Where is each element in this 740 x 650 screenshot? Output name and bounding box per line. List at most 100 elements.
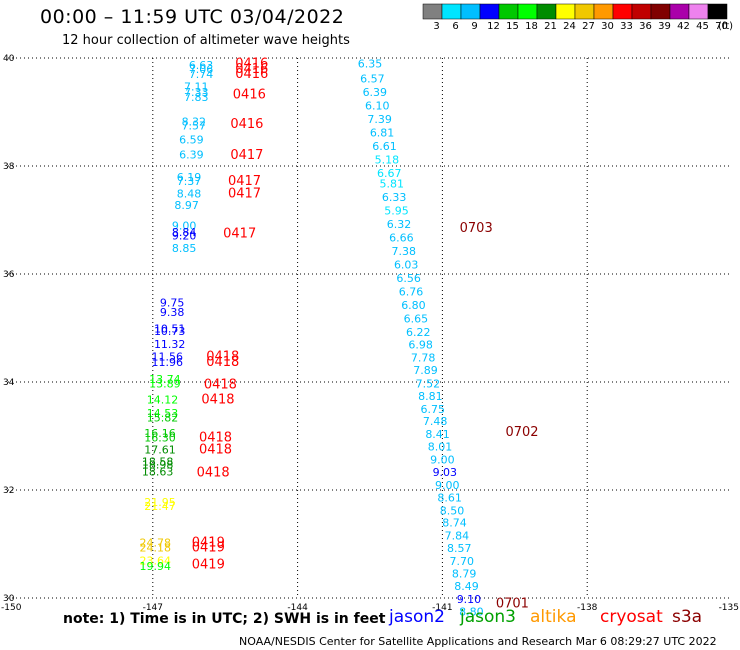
wave-height-value: 6.32	[387, 218, 412, 231]
time-label: 0416	[235, 67, 268, 82]
wave-height-value: 16.30	[144, 431, 176, 444]
colorbar-tick-label: 21	[544, 21, 557, 32]
wave-height-value: 6.39	[179, 148, 204, 161]
x-tick-label: -138	[577, 603, 598, 613]
wave-height-value: 11.96	[152, 356, 184, 369]
grid-lines	[8, 57, 732, 599]
wave-height-value: 7.48	[423, 415, 448, 428]
axis-tick-labels: -150 -147 -144 -141 -138 -135 40 38 36 34 32 30	[1, 54, 739, 613]
colorbar-tick-label: 70	[715, 21, 728, 32]
colorbar-swatch	[707, 3, 728, 20]
wave-height-value: 8.81	[418, 390, 443, 403]
wave-height-value: 10.51	[154, 322, 186, 335]
time-label: 0419	[192, 536, 225, 551]
wave-height-value: 13.74	[149, 373, 181, 386]
wave-height-value: 9.38	[160, 306, 185, 319]
satellite-legend-cryosat: cryosat	[600, 607, 663, 627]
wave-height-value: 7.78	[411, 351, 436, 364]
x-tick-label: -135	[719, 603, 739, 613]
satellite-legend-altika: altika	[530, 607, 577, 627]
colorbar-tick-label: 39	[658, 21, 671, 32]
colorbar-tick-label: 6	[452, 21, 459, 32]
wave-height-value: 9.75	[160, 296, 185, 309]
wave-height-value: 6.75	[420, 403, 445, 416]
time-label: 0418	[204, 377, 237, 392]
colorbar-swatch	[574, 3, 595, 20]
colorbar-tick-label: 45	[696, 21, 709, 32]
wave-height-value: 17.61	[144, 443, 176, 456]
wave-height-value: 5.95	[384, 205, 409, 218]
time-labels: 0416041604160416041604170417041704170418…	[192, 57, 539, 612]
wave-height-value: 23.64	[139, 555, 171, 568]
wave-height-value: 7.06	[189, 63, 214, 76]
wave-height-value: 7.52	[416, 377, 441, 390]
wave-height-value: 6.19	[177, 171, 202, 184]
colorbar-swatch	[441, 3, 462, 20]
wave-height-value: 8.84	[172, 226, 197, 239]
wave-height-value: 8.79	[452, 567, 477, 580]
time-label: 0417	[230, 148, 263, 163]
wave-height-value: 8.57	[447, 542, 472, 555]
wave-height-value: 9.10	[457, 593, 482, 606]
y-tick-label: 30	[3, 594, 15, 604]
time-label: 0418	[206, 355, 239, 370]
time-label: 0419	[192, 557, 225, 572]
wave-height-value: 6.67	[377, 167, 402, 180]
wave-height-value: 8.49	[454, 580, 479, 593]
colorbar-swatch	[498, 3, 519, 20]
wave-height-value: 24.18	[139, 542, 171, 555]
colorbar-swatch	[536, 3, 557, 20]
colorbar-tick-label: 30	[601, 21, 614, 32]
colorbar-unit: (ft)	[718, 21, 734, 32]
wave-height-value: 16.16	[144, 427, 176, 440]
colorbar	[422, 3, 728, 20]
colorbar-tick-label: 15	[506, 21, 519, 32]
wave-height-value: 7.33	[184, 86, 209, 99]
y-tick-label: 34	[3, 378, 15, 388]
wave-height-value: 6.39	[363, 86, 388, 99]
wave-height-value: 7.84	[445, 530, 470, 543]
wave-height-value: 7.70	[449, 555, 474, 568]
wave-height-value: 24.78	[139, 537, 171, 550]
colorbar-tick-label: 33	[620, 21, 633, 32]
time-label: 0701	[496, 597, 529, 612]
wave-height-value: 7.89	[413, 364, 438, 377]
wave-height-value: 6.59	[179, 133, 204, 146]
wave-height-value: 8.50	[440, 504, 465, 517]
wave-height-value: 11.32	[154, 338, 186, 351]
wave-height-value: 6.81	[370, 126, 395, 139]
colorbar-swatch	[631, 3, 652, 20]
wave-height-value: 6.80	[401, 299, 426, 312]
y-tick-label: 40	[3, 54, 15, 64]
wave-height-value: 7.11	[184, 80, 209, 93]
wave-height-value: 6.10	[365, 99, 390, 112]
y-tick-label: 32	[3, 486, 14, 496]
wave-height-value: 6.61	[372, 140, 397, 153]
colorbar-tick-label: 42	[677, 21, 690, 32]
wave-height-value: 6.63	[189, 59, 214, 72]
satellite-legend-s3a: s3a	[672, 607, 703, 627]
time-label: 0417	[228, 186, 261, 201]
colorbar-swatch	[460, 3, 481, 20]
wave-height-value: 21.95	[144, 496, 176, 509]
time-label: 0416	[230, 117, 263, 132]
y-tick-label: 36	[3, 270, 15, 280]
wave-height-value: 8.61	[437, 491, 462, 504]
colorbar-tick-label: 36	[639, 21, 652, 32]
colorbar-swatch	[593, 3, 614, 20]
wave-height-value: 7.74	[189, 68, 214, 81]
wave-height-value: 7.57	[182, 119, 207, 132]
wave-height-value: 21.47	[144, 500, 176, 513]
wave-height-value: 6.65	[404, 313, 429, 326]
wave-height-value: 18.63	[142, 465, 174, 478]
colorbar-swatch	[422, 3, 443, 20]
wave-height-value: 9.00	[430, 454, 455, 467]
time-label: 0418	[206, 349, 239, 364]
time-label: 0417	[228, 174, 261, 189]
wave-height-value: 9.03	[433, 466, 458, 479]
colorbar-swatch	[688, 3, 709, 20]
wave-height-value: 9.20	[172, 229, 197, 242]
wave-height-value: 10.73	[154, 325, 186, 338]
wave-height-value: 7.83	[184, 91, 209, 104]
